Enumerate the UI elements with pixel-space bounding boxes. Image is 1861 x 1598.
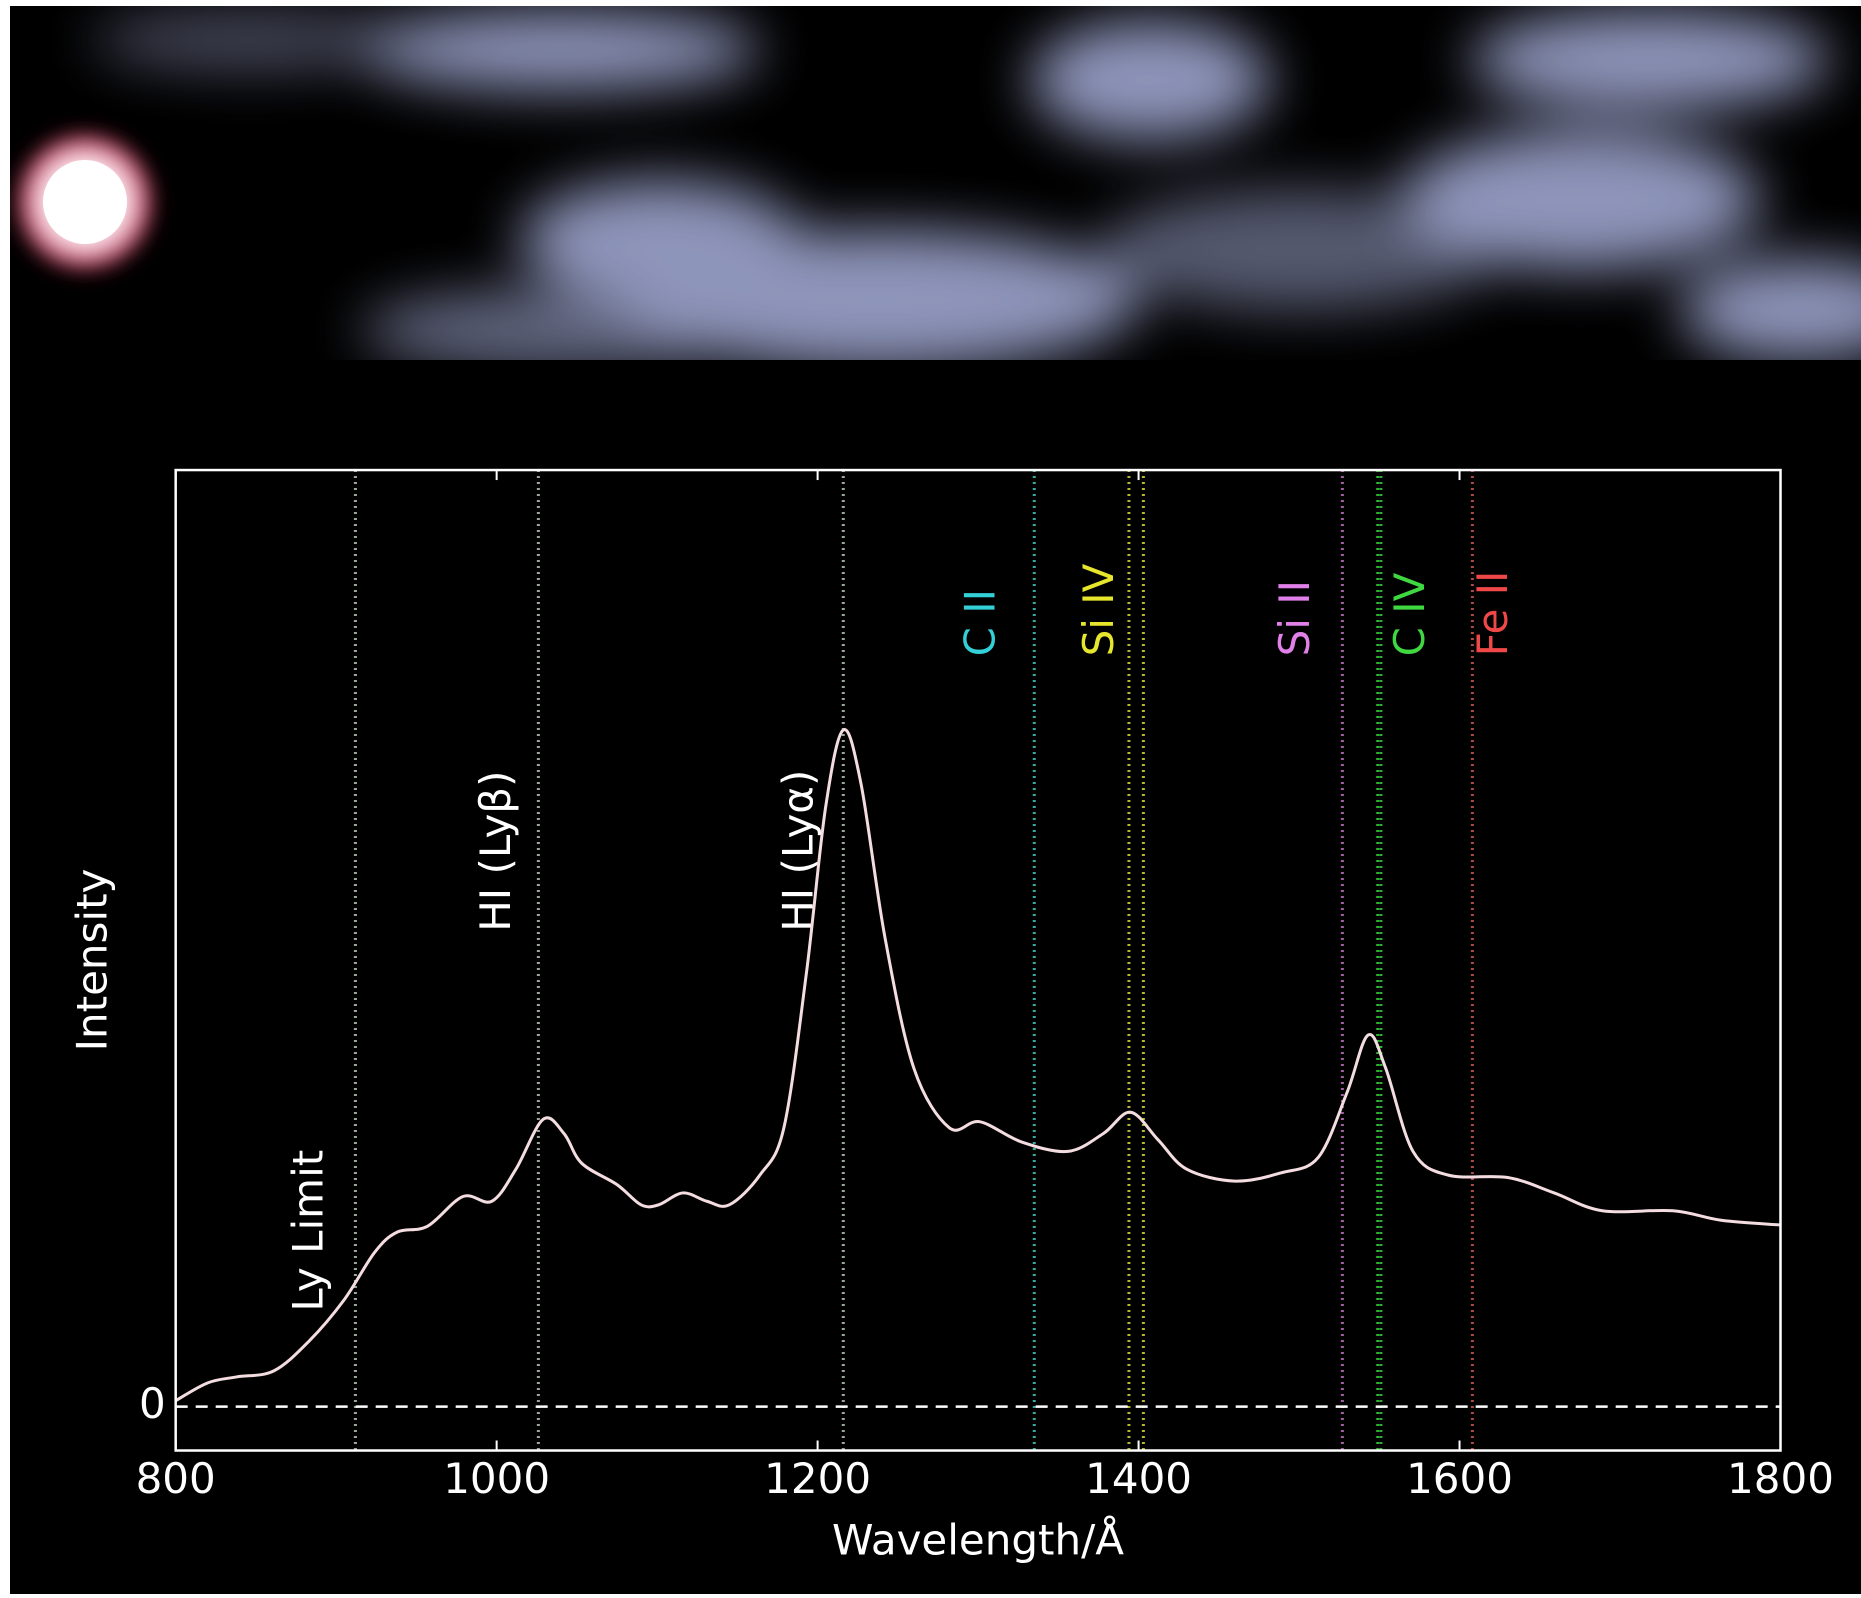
line-label: Si IV <box>1074 563 1123 656</box>
sky-image <box>13 10 1861 360</box>
line-label: Si II <box>1270 580 1319 656</box>
y-tick-label: 0 <box>139 1379 166 1428</box>
line-label: C II <box>955 589 1004 656</box>
line-label: Ly Limit <box>283 1150 332 1312</box>
spectrum-line <box>174 728 1781 1402</box>
x-tick-label: 800 <box>136 1454 216 1503</box>
line-label: Fe II <box>1468 571 1517 657</box>
x-tick-label: 1400 <box>1085 1454 1192 1503</box>
line-label: C IV <box>1385 572 1434 656</box>
x-tick-label: 1000 <box>443 1454 550 1503</box>
line-label: HI (Lyβ) <box>471 770 520 931</box>
x-tick-label: 1200 <box>764 1454 871 1503</box>
x-tick-label: 1800 <box>1727 1454 1834 1503</box>
y-axis-label: Intensity <box>68 869 117 1052</box>
x-axis-label: Wavelength/Å <box>832 1515 1124 1565</box>
plot-frame <box>174 468 1782 1452</box>
x-tick-label: 1600 <box>1406 1454 1513 1503</box>
